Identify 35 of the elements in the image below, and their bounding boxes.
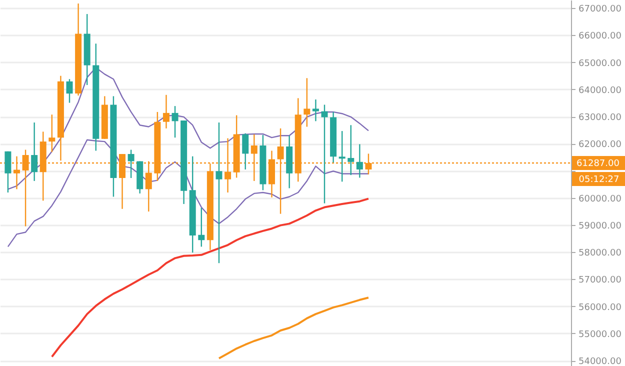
y-tick-label: 62000.00 bbox=[578, 140, 622, 150]
line-series bbox=[7, 67, 370, 190]
candlestick bbox=[348, 124, 354, 176]
candlestick bbox=[321, 104, 328, 204]
y-tick-label: 63000.00 bbox=[578, 113, 622, 124]
line-series bbox=[7, 139, 370, 248]
line-series bbox=[218, 296, 370, 360]
candlestick bbox=[338, 130, 346, 182]
y-tick-label: 64000.00 bbox=[578, 86, 622, 96]
text: 05:12:27 bbox=[578, 175, 620, 186]
y-tick-label: 58000.00 bbox=[578, 248, 622, 259]
candlestick bbox=[4, 150, 12, 194]
y-tick-label: 57000.00 bbox=[578, 276, 622, 286]
y-tick-label: 55000.00 bbox=[578, 330, 622, 340]
candlestick bbox=[356, 144, 363, 178]
candlestick bbox=[198, 207, 205, 248]
y-tick-label: 66000.00 bbox=[578, 32, 622, 42]
y-tick-label: 65000.00 bbox=[578, 58, 622, 69]
y-tick-label: 59000.00 bbox=[578, 222, 622, 232]
candlestick bbox=[242, 132, 249, 170]
candlestick bbox=[312, 98, 319, 122]
line-series bbox=[50, 198, 370, 358]
candlestick bbox=[216, 122, 222, 264]
candlestick bbox=[31, 122, 38, 182]
candlestick bbox=[128, 149, 134, 179]
y-tick-label: 56000.00 bbox=[578, 302, 622, 313]
candlestick bbox=[162, 94, 170, 129]
ref-line-label: 61287.00 bbox=[576, 159, 620, 170]
candlestick bbox=[304, 78, 310, 128]
candlestick bbox=[48, 114, 56, 153]
y-tick-label: 60000.00 bbox=[578, 194, 622, 204]
candlestick bbox=[66, 78, 73, 104]
candlestick bbox=[172, 105, 178, 138]
y-tick-label: 67000.00 bbox=[578, 4, 622, 15]
y-tick-label: 54000.00 bbox=[578, 357, 622, 366]
